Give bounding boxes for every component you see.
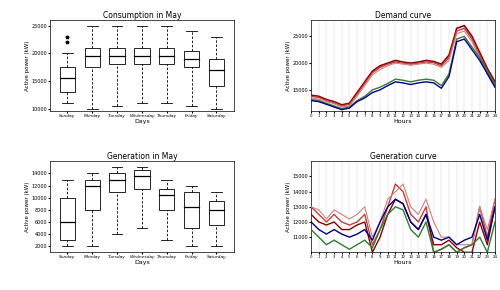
Y-axis label: Active power (kW): Active power (kW) bbox=[286, 182, 292, 232]
Title: Demand curve: Demand curve bbox=[375, 10, 431, 19]
X-axis label: Days: Days bbox=[134, 119, 150, 124]
X-axis label: Hours: Hours bbox=[394, 119, 412, 124]
Title: Consumption in May: Consumption in May bbox=[102, 10, 181, 19]
X-axis label: Hours: Hours bbox=[394, 260, 412, 265]
Y-axis label: Active power (kW): Active power (kW) bbox=[25, 182, 30, 232]
Title: Generation in May: Generation in May bbox=[106, 152, 178, 161]
Title: Generation curve: Generation curve bbox=[370, 152, 436, 161]
Y-axis label: Active power (kW): Active power (kW) bbox=[286, 41, 292, 91]
Y-axis label: Active power (kW): Active power (kW) bbox=[25, 41, 30, 91]
X-axis label: Days: Days bbox=[134, 260, 150, 265]
